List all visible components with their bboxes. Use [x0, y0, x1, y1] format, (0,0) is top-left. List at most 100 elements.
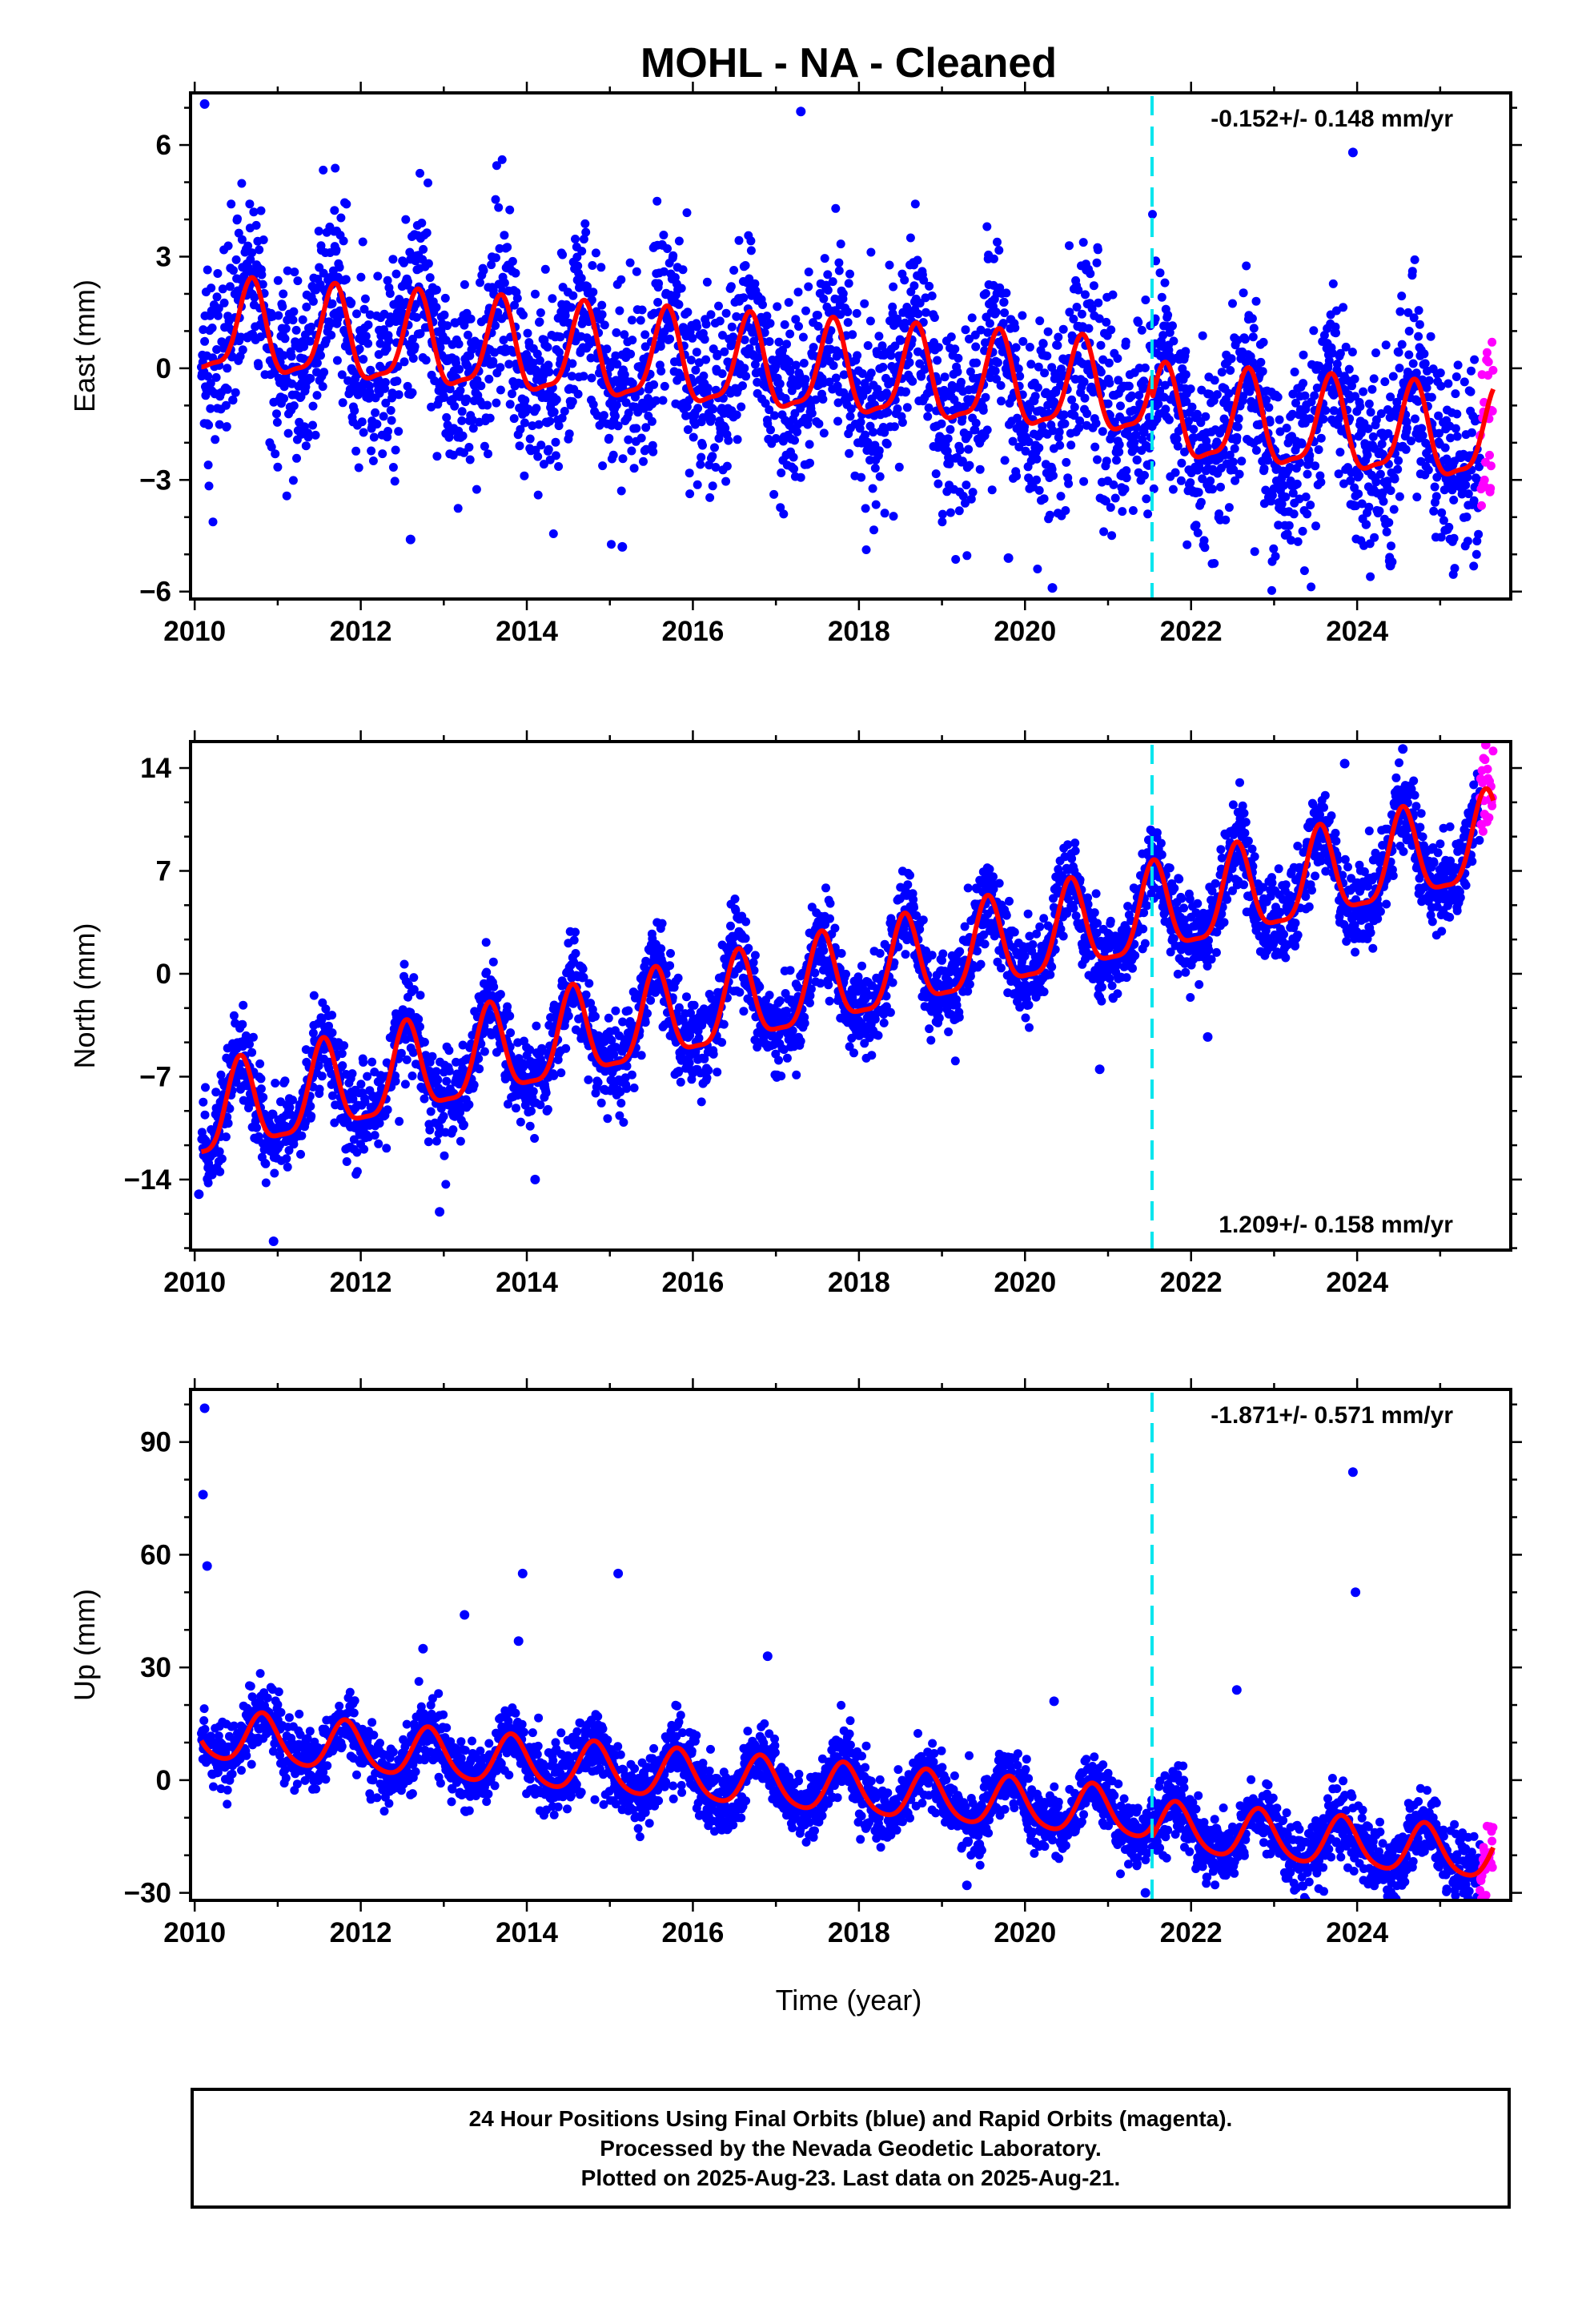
east-final-point [450, 401, 460, 411]
east-final-point [1034, 443, 1044, 452]
east-final-point [1091, 419, 1101, 428]
east-final-point [866, 247, 876, 257]
north-final-point [338, 1061, 347, 1071]
east-final-point [356, 272, 366, 282]
east-final-point [1170, 468, 1180, 477]
north-final-point [676, 1077, 685, 1087]
east-final-point [1114, 440, 1124, 449]
east-final-point [1452, 409, 1462, 419]
east-final-point [707, 413, 717, 423]
east-final-point [678, 265, 688, 275]
east-final-point [877, 341, 887, 351]
east-final-point [740, 364, 749, 373]
east-final-point [874, 446, 884, 456]
east-final-point [1217, 368, 1227, 377]
east-final-point [281, 324, 291, 333]
east-final-point [710, 443, 719, 452]
east-final-point [592, 411, 602, 420]
east-final-point [1210, 559, 1219, 568]
north-final-point [285, 1103, 295, 1112]
east-final-point [1060, 419, 1070, 428]
east-final-point [548, 294, 557, 304]
east-final-point [632, 424, 641, 433]
east-final-point [512, 294, 522, 303]
north-final-point [569, 935, 579, 945]
east-final-point [1203, 442, 1212, 452]
east-final-point [405, 247, 415, 257]
east-final-point [750, 279, 760, 288]
north-final-point [525, 1045, 535, 1055]
east-final-point [819, 294, 829, 304]
east-final-point [208, 517, 218, 527]
east-final-point [902, 303, 912, 312]
east-final-point [1035, 316, 1045, 326]
east-final-point [1281, 493, 1291, 501]
east-final-point [385, 289, 395, 298]
east-final-point [1198, 474, 1207, 484]
north-final-point [456, 1136, 465, 1146]
east-final-point [1451, 424, 1460, 433]
east-final-point [958, 456, 967, 466]
east-final-point [738, 381, 747, 391]
north-final-point [268, 1109, 278, 1119]
north-final-point [480, 1047, 489, 1056]
east-final-point [693, 322, 702, 332]
east-final-point [532, 349, 542, 359]
east-final-point [729, 266, 739, 275]
east-final-point [380, 378, 390, 387]
east-rapid-point [1488, 365, 1498, 375]
east-final-point [571, 235, 580, 243]
east-final-point [1437, 508, 1447, 517]
east-final-point [799, 359, 809, 368]
east-final-point [934, 479, 943, 489]
east-final-point [705, 493, 715, 502]
north-final-point [593, 1078, 603, 1088]
east-final-point [1230, 444, 1239, 453]
east-final-point [965, 460, 974, 470]
east-final-point [392, 376, 402, 386]
east-final-point [1176, 476, 1186, 485]
east-final-point [613, 421, 623, 431]
north-final-point [717, 1038, 727, 1047]
north-final-point [579, 972, 588, 982]
east-y-tick-label: −6 [139, 577, 171, 608]
east-final-point [301, 441, 311, 451]
east-final-point [692, 348, 701, 357]
north-final-point [352, 1167, 362, 1176]
east-final-point [890, 341, 900, 351]
north-final-point [271, 1079, 280, 1088]
north-final-point [689, 1000, 699, 1010]
east-final-point [293, 276, 303, 286]
east-final-point [836, 239, 845, 249]
east-final-point [1070, 402, 1079, 412]
east-final-point [769, 489, 779, 499]
north-final-point [342, 1157, 351, 1166]
east-final-point [287, 352, 296, 361]
east-final-point [1324, 356, 1334, 365]
east-final-point [616, 275, 626, 284]
east-final-point [577, 247, 587, 256]
east-final-point [1205, 389, 1215, 399]
east-final-point [784, 298, 793, 308]
east-x-tick-label: 2024 [1326, 616, 1388, 647]
north-final-point [674, 1003, 684, 1012]
north-final-point [744, 943, 753, 953]
east-final-point [1064, 479, 1074, 489]
north-final-point [396, 1048, 406, 1058]
east-final-point [404, 277, 412, 287]
east-final-point [206, 404, 215, 413]
east-final-point [587, 296, 596, 305]
east-rapid-point [1480, 475, 1489, 485]
north-final-point [363, 1072, 372, 1081]
east-final-point [1122, 466, 1131, 476]
east-final-point [211, 435, 220, 444]
east-final-point [765, 337, 774, 346]
east-final-point [533, 452, 543, 461]
east-final-point [251, 220, 261, 230]
east-final-point [925, 281, 934, 291]
east-final-point [250, 292, 259, 302]
east-final-point [770, 411, 779, 420]
east-final-point [1196, 418, 1206, 428]
east-final-point [901, 318, 910, 328]
east-final-point [1439, 516, 1448, 525]
